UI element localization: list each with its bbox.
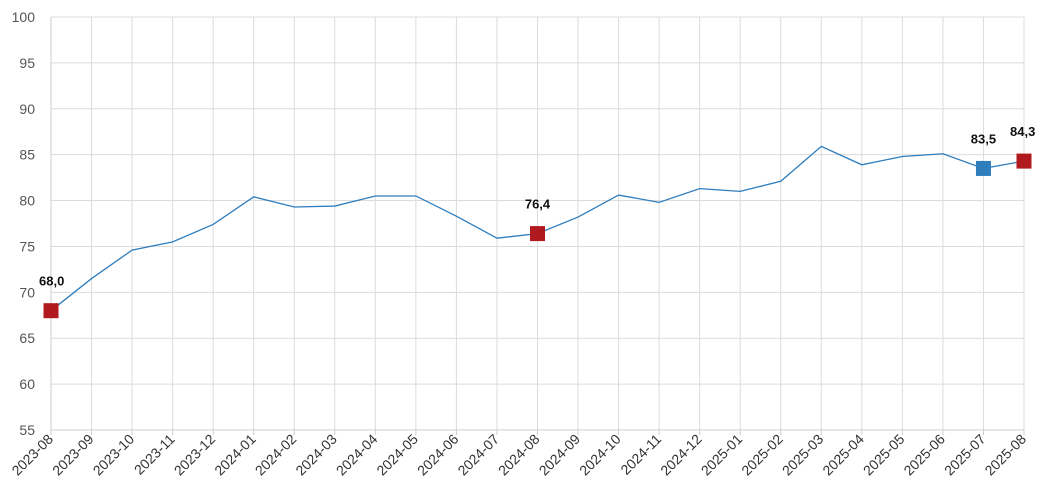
data-label: 84,3 xyxy=(1010,124,1035,139)
x-tick-label: 2024-09 xyxy=(536,431,584,479)
x-tick-label: 2025-03 xyxy=(779,431,827,479)
y-tick-label: 55 xyxy=(19,422,35,438)
y-tick-label: 60 xyxy=(19,376,35,392)
y-tick-label: 85 xyxy=(19,147,35,163)
y-tick-label: 100 xyxy=(12,9,36,25)
y-tick-label: 80 xyxy=(19,193,35,209)
y-tick-label: 75 xyxy=(19,238,35,254)
x-tick-label: 2024-11 xyxy=(617,431,664,478)
x-tick-label: 2024-01 xyxy=(211,431,259,479)
data-point-marker xyxy=(43,303,59,319)
data-label: 76,4 xyxy=(525,197,551,212)
y-tick-label: 65 xyxy=(19,330,35,346)
grid-layer xyxy=(50,16,1025,431)
x-tick-label: 2023-10 xyxy=(90,431,138,479)
x-tick-label: 2024-12 xyxy=(657,431,705,479)
x-tick-label: 2023-09 xyxy=(49,431,97,479)
x-tick-label: 2025-05 xyxy=(860,431,908,479)
label-layer: 68,0 76,4 83,5 84,3 xyxy=(39,124,1035,289)
x-tick-label: 2025-02 xyxy=(738,431,786,479)
x-tick-label: 2024-04 xyxy=(333,431,381,479)
x-tick-label: 2025-04 xyxy=(819,431,867,479)
x-tick-label: 2024-07 xyxy=(454,431,502,479)
x-tick-label: 2025-06 xyxy=(900,431,948,479)
y-tick-label: 95 xyxy=(19,55,35,71)
x-tick-label: 2025-08 xyxy=(981,431,1029,479)
x-tick-label: 2025-01 xyxy=(698,431,746,479)
x-tick-label: 2024-06 xyxy=(414,431,462,479)
data-point-marker xyxy=(1016,153,1032,169)
x-tick-label: 2024-05 xyxy=(373,431,421,479)
x-tick-label: 2024-02 xyxy=(252,431,300,479)
x-tick-label: 2024-10 xyxy=(576,431,624,479)
data-label: 68,0 xyxy=(39,274,64,289)
x-tick-label: 2024-03 xyxy=(292,431,340,479)
data-point-marker xyxy=(975,160,991,176)
data-label: 83,5 xyxy=(971,131,996,146)
x-tick-label: 2023-11 xyxy=(131,431,178,478)
marker-layer xyxy=(43,153,1032,319)
x-tick-label: 2024-08 xyxy=(495,431,543,479)
y-tick-label: 90 xyxy=(19,101,35,117)
x-tick-label: 2023-12 xyxy=(171,431,219,479)
x-tick-label: 2025-07 xyxy=(941,431,989,479)
y-tick-label: 70 xyxy=(19,284,35,300)
data-point-marker xyxy=(530,226,545,242)
